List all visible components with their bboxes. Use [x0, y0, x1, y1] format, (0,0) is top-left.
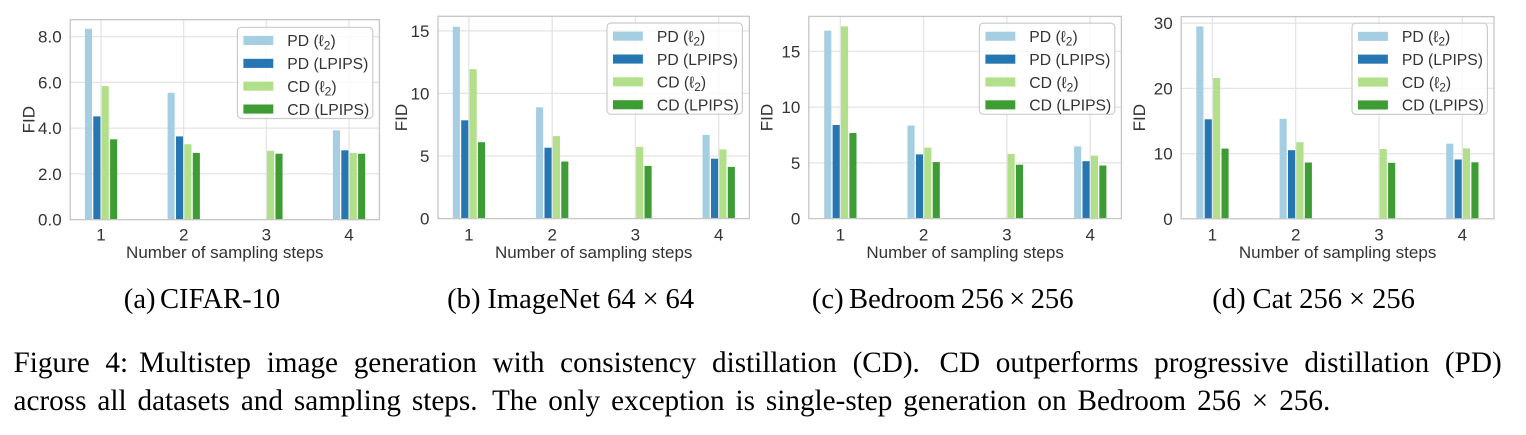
svg-text:2: 2 [1291, 225, 1300, 244]
svg-text:PD (LPIPS): PD (LPIPS) [657, 52, 738, 69]
svg-text:CD (ℓ2): CD (ℓ2) [657, 75, 706, 95]
svg-text:1: 1 [836, 225, 845, 244]
svg-text:CD (LPIPS): CD (LPIPS) [1029, 98, 1111, 115]
svg-text:3: 3 [262, 225, 271, 244]
svg-text:PD (ℓ2): PD (ℓ2) [657, 29, 705, 49]
svg-text:0: 0 [420, 210, 429, 229]
svg-text:0: 0 [791, 210, 800, 229]
svg-text:6.0: 6.0 [38, 73, 62, 92]
svg-text:Number of sampling steps: Number of sampling steps [1239, 243, 1436, 262]
svg-text:4.0: 4.0 [38, 119, 62, 138]
svg-text:20: 20 [1154, 79, 1173, 98]
svg-text:4: 4 [344, 225, 353, 244]
svg-text:3: 3 [1374, 225, 1383, 244]
svg-text:CD (LPIPS): CD (LPIPS) [1402, 98, 1484, 115]
svg-text:10: 10 [1154, 145, 1173, 164]
svg-text:PD (ℓ2): PD (ℓ2) [1029, 29, 1077, 49]
svg-text:FID: FID [392, 104, 411, 131]
svg-text:4: 4 [1085, 225, 1094, 244]
svg-text:15: 15 [781, 42, 800, 61]
svg-text:2.0: 2.0 [38, 165, 62, 184]
svg-text:8.0: 8.0 [38, 28, 62, 47]
svg-text:FID: FID [20, 106, 39, 133]
svg-text:5: 5 [791, 154, 800, 173]
svg-text:4: 4 [1458, 225, 1467, 244]
svg-text:2: 2 [179, 225, 188, 244]
svg-text:15: 15 [411, 22, 430, 41]
svg-text:Number of sampling steps: Number of sampling steps [495, 243, 692, 262]
svg-text:0: 0 [1163, 210, 1172, 229]
svg-text:CD (ℓ2): CD (ℓ2) [1029, 75, 1078, 95]
svg-text:PD (ℓ2): PD (ℓ2) [287, 33, 335, 53]
svg-text:2: 2 [547, 225, 556, 244]
svg-text:3: 3 [1002, 225, 1011, 244]
svg-text:5: 5 [420, 147, 429, 166]
svg-text:1: 1 [96, 225, 105, 244]
svg-text:1: 1 [1208, 225, 1217, 244]
svg-text:CD (ℓ2): CD (ℓ2) [1402, 75, 1451, 95]
svg-text:PD (LPIPS): PD (LPIPS) [287, 56, 368, 73]
svg-text:PD (ℓ2): PD (ℓ2) [1402, 29, 1450, 49]
svg-text:2: 2 [919, 225, 928, 244]
svg-text:4: 4 [714, 225, 723, 244]
svg-text:CD (LPIPS): CD (LPIPS) [287, 102, 369, 119]
svg-text:PD (LPIPS): PD (LPIPS) [1029, 52, 1110, 69]
svg-text:Number of sampling steps: Number of sampling steps [866, 243, 1063, 262]
svg-text:FID: FID [757, 104, 776, 131]
svg-text:10: 10 [781, 98, 800, 117]
svg-text:1: 1 [464, 225, 473, 244]
svg-text:3: 3 [631, 225, 640, 244]
svg-text:0.0: 0.0 [38, 211, 62, 230]
svg-text:CD (ℓ2): CD (ℓ2) [287, 79, 336, 99]
svg-text:FID: FID [1130, 104, 1149, 131]
svg-text:CD (LPIPS): CD (LPIPS) [657, 98, 739, 115]
svg-text:PD (LPIPS): PD (LPIPS) [1402, 52, 1483, 69]
svg-text:10: 10 [411, 84, 430, 103]
svg-text:30: 30 [1154, 14, 1173, 33]
svg-text:Number of sampling steps: Number of sampling steps [126, 243, 323, 262]
